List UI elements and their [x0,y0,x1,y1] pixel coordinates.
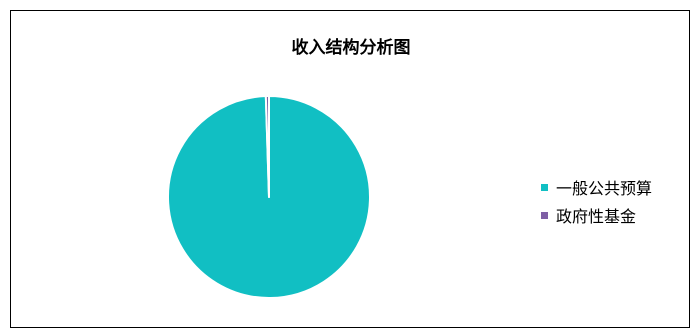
pie-slice-1 [264,95,270,198]
legend: 一般公共预算 政府性基金 [541,173,652,229]
legend-item-government-fund: 政府性基金 [541,201,652,229]
legend-label-government-fund: 政府性基金 [556,207,637,226]
legend-swatch-general-budget [541,183,548,191]
legend-swatch-government-fund [541,211,548,219]
legend-label-general-budget: 一般公共预算 [556,179,653,198]
chart-frame: 收入结构分析图 一般公共预算 政府性基金 [10,10,690,328]
pie-chart [167,95,371,299]
chart-title: 收入结构分析图 [291,38,411,58]
legend-item-general-budget: 一般公共预算 [541,173,652,201]
